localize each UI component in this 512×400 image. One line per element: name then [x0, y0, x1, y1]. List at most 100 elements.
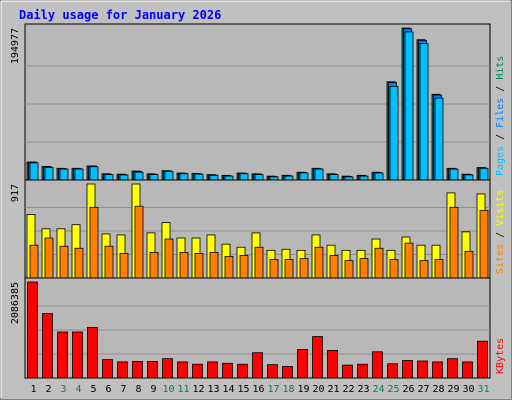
bar-kbytes-day-19	[297, 349, 308, 379]
panel-1-ymax-label: 194977	[10, 28, 21, 64]
x-tick-label-day-30: 30	[462, 384, 474, 395]
bar-kbytes-day-1	[27, 281, 38, 379]
bar-sites-day-30	[464, 250, 474, 279]
bar-sites-day-6	[104, 245, 114, 279]
bar-kbytes-day-31	[477, 340, 488, 379]
bar-pages-day-23	[359, 175, 369, 181]
bar-sites-day-21	[329, 255, 339, 279]
bar-sites-day-12	[194, 252, 204, 279]
bar-sites-day-19	[299, 258, 309, 279]
bar-pages-day-2	[44, 167, 54, 181]
x-tick-label-day-12: 12	[192, 384, 204, 395]
bar-sites-day-18	[284, 259, 294, 279]
bar-kbytes-day-21	[327, 349, 338, 379]
bar-sites-day-20	[314, 246, 324, 279]
bar-kbytes-day-29	[447, 358, 458, 379]
panel-2-ymax-label: 917	[10, 184, 21, 202]
x-tick-label-day-20: 20	[312, 384, 324, 395]
bar-sites-day-17	[269, 259, 279, 279]
bar-kbytes-day-3	[57, 331, 68, 379]
bar-sites-day-31	[479, 209, 489, 279]
bar-kbytes-day-26	[402, 360, 413, 379]
bar-sites-day-5	[89, 206, 99, 279]
bar-sites-day-10	[164, 238, 174, 279]
bar-pages-day-10	[164, 171, 174, 181]
x-tick-label-day-9: 9	[150, 384, 156, 395]
bar-sites-day-15	[239, 255, 249, 279]
x-tick-label-day-11: 11	[177, 384, 189, 395]
x-tick-label-day-2: 2	[45, 384, 51, 395]
bar-sites-day-9	[149, 251, 159, 279]
panel-3-ymax-label: 2086385	[10, 282, 21, 324]
bar-pages-day-30	[464, 174, 474, 181]
x-tick-label-day-29: 29	[447, 384, 459, 395]
bar-sites-day-3	[59, 245, 69, 279]
x-tick-label-day-14: 14	[222, 384, 234, 395]
panel-1-series-label-part-5: Hits	[495, 56, 506, 80]
x-tick-label-day-15: 15	[237, 384, 249, 395]
x-tick-label-day-19: 19	[297, 384, 309, 395]
x-tick-label-day-1: 1	[30, 384, 36, 395]
x-tick-label-day-16: 16	[252, 384, 264, 395]
x-tick-label-day-31: 31	[477, 384, 489, 395]
panels-layer: 194977 Pages / Files / Hits 917 Sites / Vis…	[10, 23, 506, 379]
bar-kbytes-day-14	[222, 362, 233, 379]
bar-kbytes-day-9	[147, 361, 158, 379]
panel-3-series-label-part-1: KBytes	[495, 338, 506, 374]
x-axis-labels: 1 2 3 4 5 6 7 8 9 10 11 12 13 14 15 16 17 18 19 20 21 22 23 24 2…	[30, 384, 489, 395]
panel-2-series-label: Sites / Visits	[495, 190, 506, 274]
bar-kbytes-day-2	[42, 313, 53, 379]
bar-sites-day-28	[434, 259, 444, 279]
bar-kbytes-day-18	[282, 366, 293, 379]
bar-sites-day-7	[119, 252, 129, 279]
x-tick-label-day-23: 23	[357, 384, 369, 395]
bar-kbytes-day-7	[117, 361, 128, 379]
bar-kbytes-day-17	[267, 364, 278, 379]
bar-pages-day-15	[239, 173, 249, 181]
bar-kbytes-day-15	[237, 363, 248, 379]
bar-kbytes-day-12	[192, 363, 203, 379]
bar-sites-day-4	[74, 247, 84, 279]
bar-sites-day-26	[404, 242, 414, 279]
x-tick-label-day-8: 8	[135, 384, 141, 395]
bar-kbytes-day-28	[432, 361, 443, 379]
bar-pages-day-8	[134, 171, 144, 181]
bar-kbytes-day-30	[462, 361, 473, 379]
bar-pages-day-13	[209, 174, 219, 181]
bar-kbytes-day-5	[87, 326, 98, 379]
bar-kbytes-day-27	[417, 360, 428, 379]
bar-pages-day-27	[419, 43, 429, 181]
bar-pages-day-16	[254, 174, 264, 181]
panel-3-series-label: KBytes	[495, 338, 506, 374]
bar-sites-day-22	[344, 260, 354, 279]
bar-sites-day-25	[389, 259, 399, 279]
bar-sites-day-29	[449, 206, 459, 279]
bar-pages-day-24	[374, 172, 384, 181]
bar-kbytes-day-8	[132, 361, 143, 379]
bar-sites-day-23	[359, 258, 369, 279]
x-tick-label-day-25: 25	[387, 384, 399, 395]
x-tick-label-day-17: 17	[267, 384, 279, 395]
bar-kbytes-day-22	[342, 364, 353, 379]
bar-sites-day-24	[374, 247, 384, 279]
bar-pages-day-31	[479, 167, 489, 181]
bar-kbytes-day-11	[177, 361, 188, 379]
bar-sites-day-14	[224, 256, 234, 279]
x-tick-label-day-7: 7	[120, 384, 126, 395]
x-tick-label-day-22: 22	[342, 384, 354, 395]
bar-sites-day-2	[44, 237, 54, 279]
x-tick-label-day-13: 13	[207, 384, 219, 395]
bar-sites-day-1	[29, 244, 39, 279]
bar-kbytes-day-20	[312, 336, 323, 379]
bar-pages-day-5	[89, 166, 99, 181]
x-tick-label-day-26: 26	[402, 384, 414, 395]
bar-pages-day-12	[194, 173, 204, 181]
bar-kbytes-day-4	[72, 331, 83, 379]
bar-pages-day-21	[329, 174, 339, 181]
panel-2-series-label-part-3: Visits	[495, 190, 506, 226]
bar-kbytes-day-25	[387, 363, 398, 379]
bar-sites-day-11	[179, 251, 189, 279]
panel-1-series-label-part-3: Files	[495, 98, 506, 128]
x-tick-label-day-24: 24	[372, 384, 384, 395]
